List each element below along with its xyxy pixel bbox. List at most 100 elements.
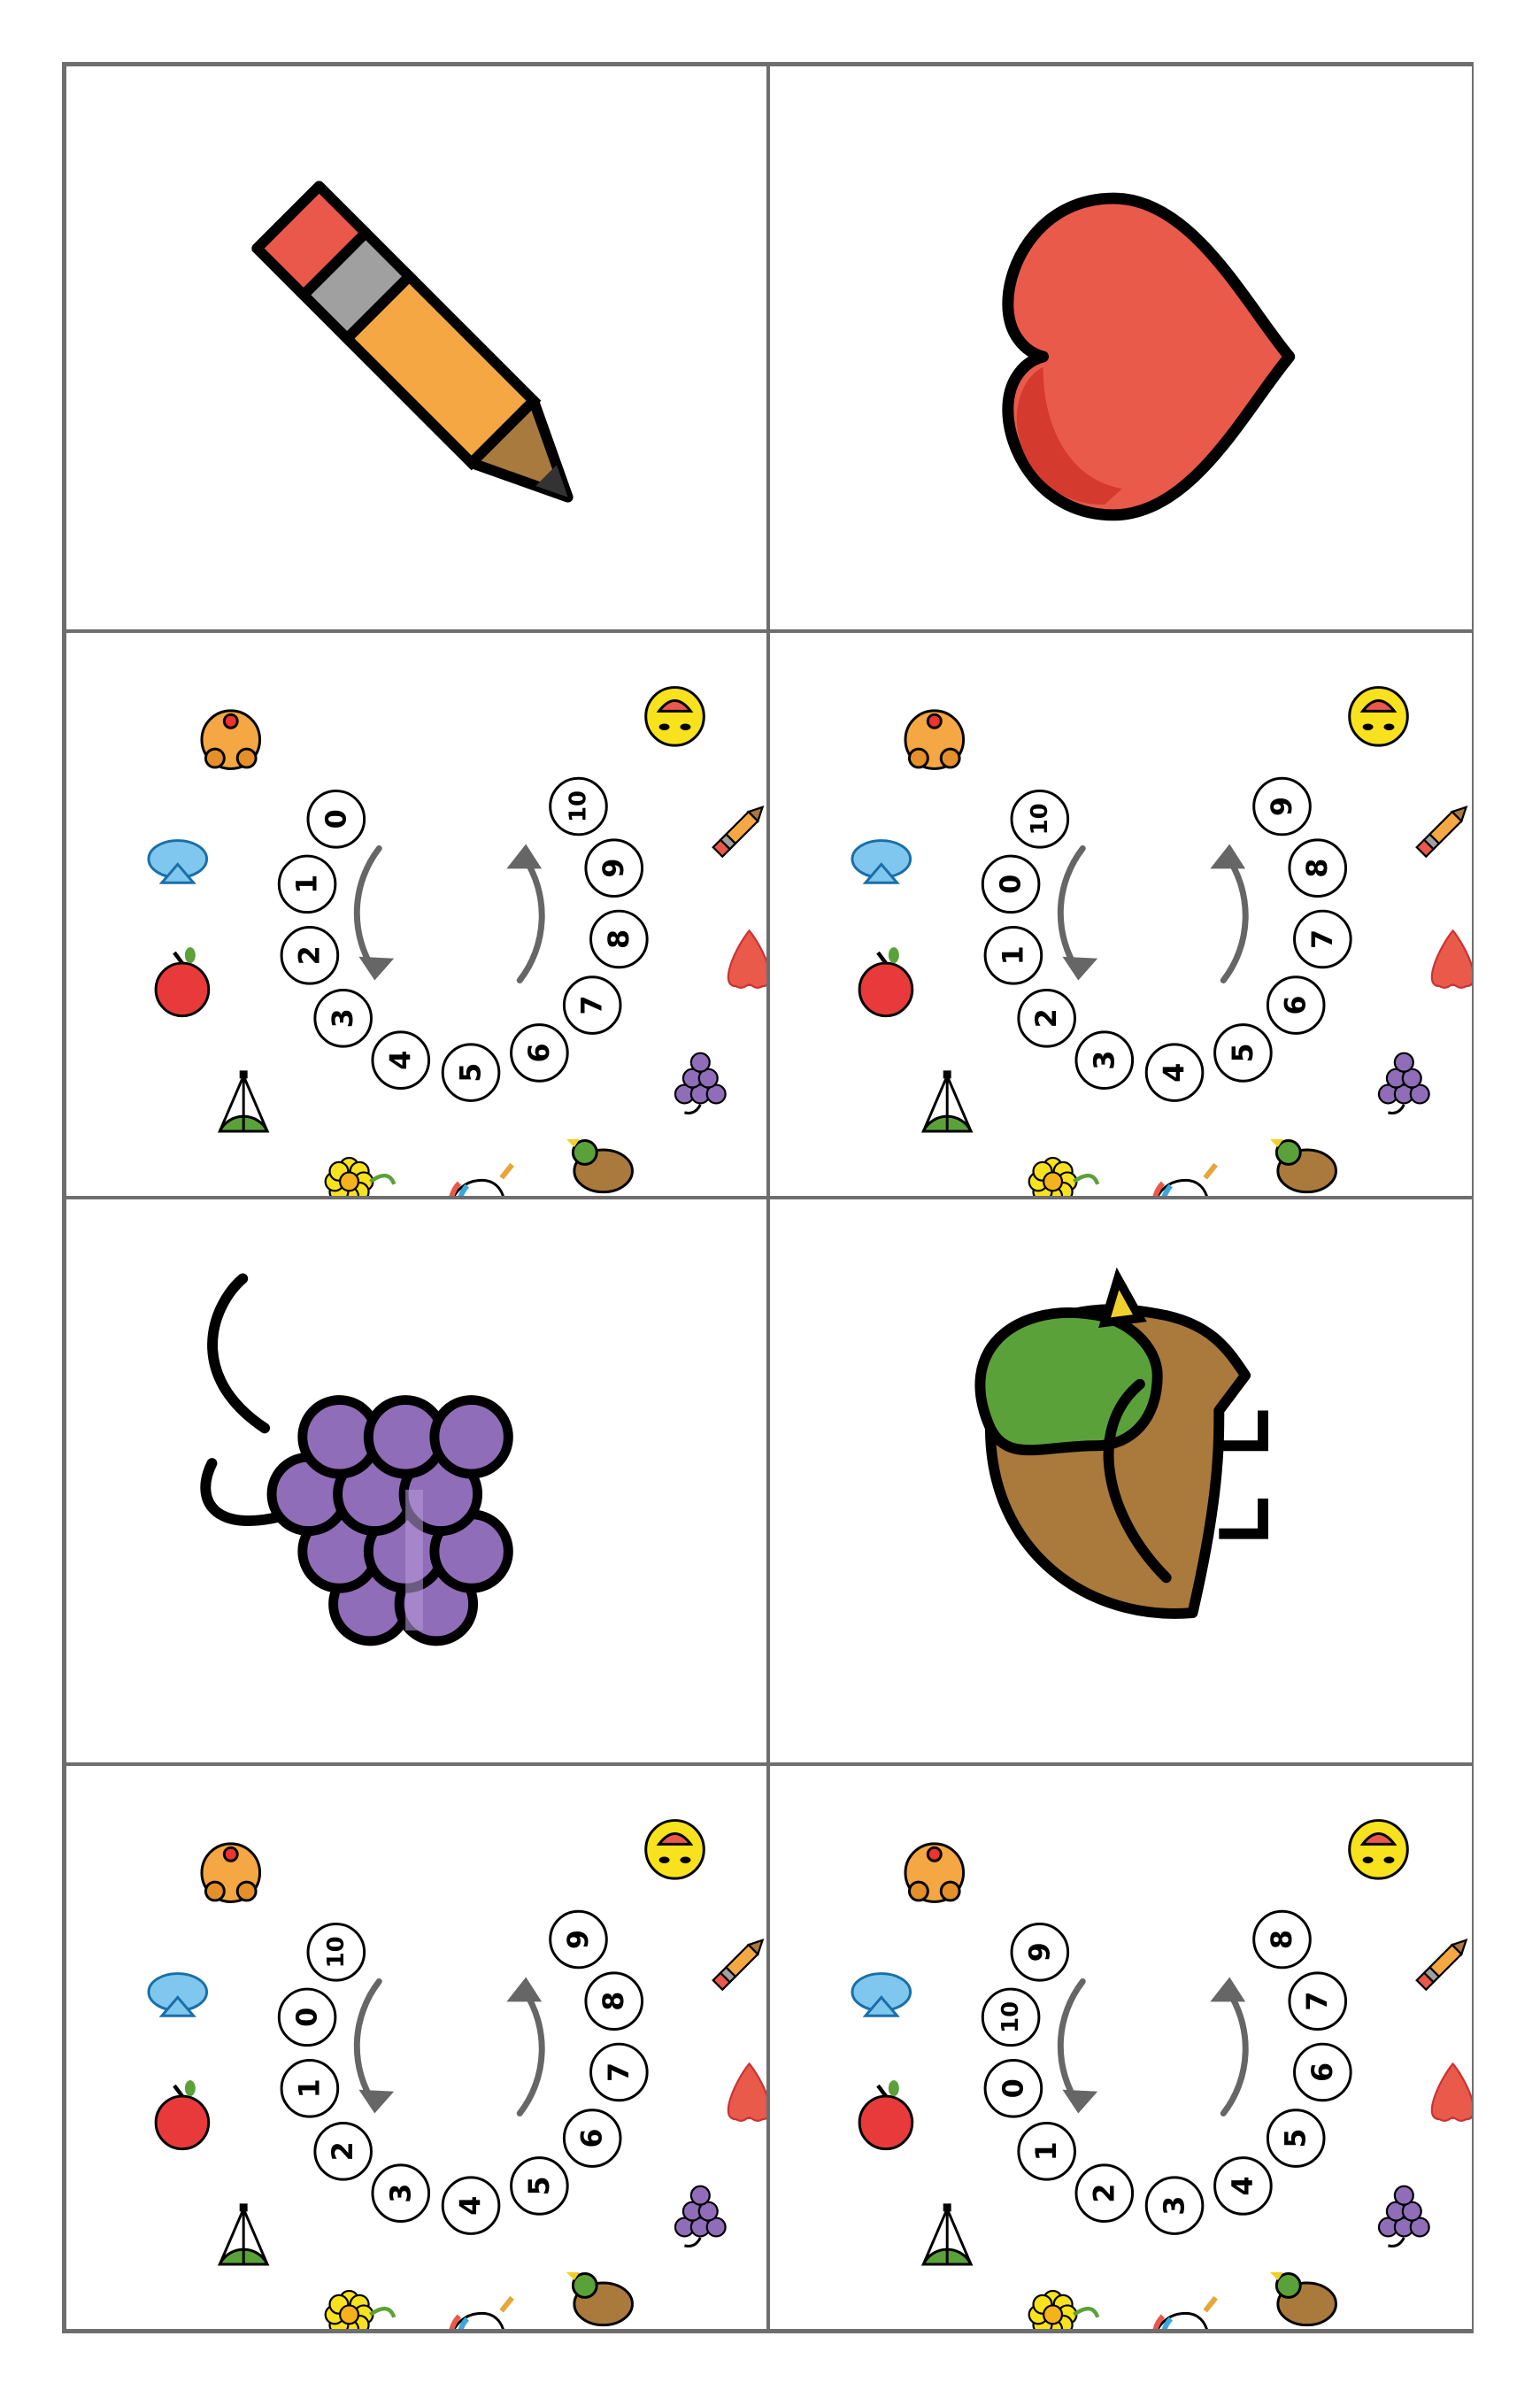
number-label: 1: [997, 945, 1029, 965]
number-circle: 5: [1266, 2109, 1326, 2168]
number-circle: 1: [1017, 2122, 1076, 2181]
number-label: 5: [1227, 1043, 1259, 1062]
unicorn-icon: [1151, 2295, 1218, 2329]
number-wheel: 0 1 2 3 4 5 6 7 8 9 10: [147, 686, 766, 1196]
number-circle: 4: [371, 1030, 431, 1090]
flower-icon: [324, 1156, 397, 1196]
heart-icon: [727, 2062, 766, 2122]
number-label: 4: [455, 2196, 488, 2216]
number-label: 5: [523, 2176, 556, 2195]
duck-icon: [566, 2272, 634, 2327]
grapes-icon: [1377, 2185, 1430, 2247]
number-label: 4: [384, 1051, 417, 1070]
number-circle: 10: [549, 776, 608, 836]
number-circle: 8: [1288, 838, 1348, 898]
unicorn-icon: [448, 2295, 514, 2329]
number-circle: 8: [584, 1971, 644, 2031]
duck-icon: [566, 1139, 634, 1194]
heart-icon: [727, 929, 766, 989]
number-circle: 3: [371, 2163, 431, 2223]
number-circle: 3: [313, 989, 373, 1048]
number-label: 4: [1159, 1063, 1191, 1083]
number-label: 0: [291, 2008, 324, 2027]
heart-icon: [1002, 192, 1296, 521]
number-label: 10: [323, 1936, 350, 1968]
number-circle: 9: [1010, 1923, 1070, 1982]
number-label: 6: [523, 1043, 556, 1062]
number-label: 2: [293, 945, 326, 965]
card-wheel-3: 10 0 1 2 3 4 5 6 7 8 9: [65, 1764, 768, 2331]
number-circle: 8: [1252, 1909, 1312, 1970]
unicorn-icon: [1151, 1162, 1218, 1196]
number-label: 9: [1023, 1942, 1056, 1962]
number-circle: 6: [1266, 975, 1326, 1035]
pencil-icon: [712, 1939, 765, 1992]
duck-icon: [1269, 2272, 1337, 2327]
dog-icon: [200, 1842, 262, 1903]
number-circle: 5: [1213, 1023, 1273, 1083]
heart-icon: [1430, 2062, 1472, 2122]
number-circle: 8: [589, 909, 649, 969]
number-circle: 5: [510, 2156, 569, 2216]
duck-icon: [1269, 1139, 1337, 1194]
number-label: 8: [603, 929, 635, 949]
pencil-icon: [1415, 806, 1468, 859]
parachute-icon: [217, 1070, 270, 1133]
smiley-icon: [1348, 686, 1409, 747]
number-circle: 3: [1144, 2176, 1205, 2235]
number-circle: 2: [1017, 989, 1076, 1048]
number-circle: 7: [562, 975, 622, 1035]
fish-icon: [147, 839, 209, 884]
number-label: 1: [291, 875, 324, 894]
number-wheel: 10 0 1 2 3 4 5 6 7 8 9: [147, 1819, 766, 2329]
smiley-icon: [1348, 1819, 1409, 1880]
direction-arrows: [1057, 1977, 1249, 2117]
apple-icon: [154, 947, 211, 1018]
parachute-icon: [920, 1070, 974, 1133]
flower-icon: [324, 2289, 397, 2329]
number-circle: 9: [1252, 776, 1312, 836]
smiley-icon: [644, 686, 705, 747]
grapes-icon: [674, 1052, 727, 1114]
parachute-icon: [920, 2203, 974, 2266]
number-wheel: 10 0 1 2 3 4 5 6 7 8 9: [851, 686, 1472, 1196]
number-circle: 7: [1293, 909, 1352, 969]
number-label: 3: [1088, 1051, 1120, 1070]
apple-icon: [858, 947, 914, 1018]
number-label: 5: [1280, 2129, 1313, 2148]
card-wheel-2: 10 0 1 2 3 4 5 6 7 8 9: [768, 631, 1474, 1198]
unicorn-icon: [448, 1162, 514, 1196]
number-circle: 9: [584, 838, 644, 898]
number-circle: 6: [1293, 2042, 1352, 2102]
pencil-icon: [1415, 1939, 1468, 1992]
number-circle: 7: [1288, 1971, 1348, 2031]
number-label: 8: [1266, 1930, 1298, 1949]
number-label: 2: [1030, 1008, 1063, 1028]
number-label: 3: [1159, 2196, 1191, 2216]
number-wheel: 9 10 0 1 2 3 4 5 6 7 8: [851, 1819, 1472, 2329]
number-label: 2: [327, 2141, 359, 2161]
number-circle: 10: [1010, 790, 1070, 849]
dog-icon: [904, 709, 966, 770]
heart-icon: [1430, 929, 1472, 989]
number-label: 6: [576, 2129, 609, 2148]
number-label: 10: [565, 790, 591, 822]
fish-icon: [147, 1972, 209, 2017]
number-label: 3: [327, 1008, 359, 1028]
number-label: 3: [384, 2184, 417, 2203]
number-circle: 3: [1074, 1030, 1135, 1090]
grapes-icon: [674, 2185, 727, 2247]
grapes-icon: [1377, 1052, 1430, 1114]
grapes-icon: [200, 1273, 513, 1646]
direction-arrows: [353, 844, 545, 984]
apple-icon: [858, 2080, 914, 2151]
number-circle: 1: [280, 2059, 340, 2118]
apple-icon: [154, 2080, 211, 2151]
pencil-icon: [712, 806, 765, 859]
number-circle: 9: [549, 1909, 608, 1970]
number-label: 8: [1301, 859, 1334, 878]
number-label: 7: [576, 996, 609, 1015]
dog-icon: [904, 1842, 966, 1903]
number-label: 7: [1306, 929, 1339, 949]
number-circle: 2: [280, 926, 340, 985]
